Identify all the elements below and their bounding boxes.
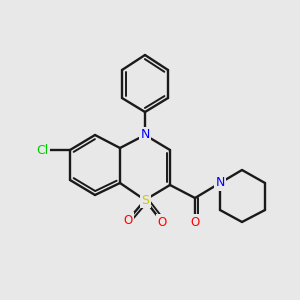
Text: O: O <box>190 215 200 229</box>
Text: Cl: Cl <box>36 143 48 157</box>
Text: N: N <box>215 176 225 190</box>
Text: N: N <box>140 128 150 142</box>
Text: O: O <box>158 215 166 229</box>
Text: S: S <box>141 194 149 206</box>
Text: O: O <box>123 214 133 226</box>
